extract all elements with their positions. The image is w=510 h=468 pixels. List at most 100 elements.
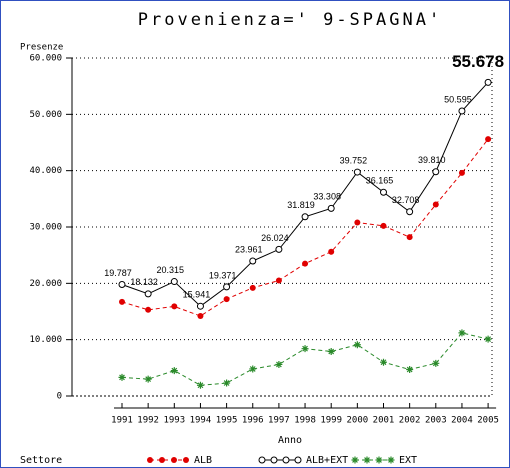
- data-label: 15.941: [183, 290, 211, 300]
- point: [380, 188, 387, 196]
- point: [301, 213, 309, 221]
- point: [354, 219, 361, 226]
- data-label: 55.678: [452, 52, 504, 71]
- point: [458, 107, 466, 115]
- data-label: 19.787: [104, 268, 132, 278]
- legend-marker: [363, 456, 371, 464]
- x-tick-label: 1997: [268, 416, 290, 426]
- point: [144, 290, 152, 298]
- y-tick-label: 60.000: [29, 54, 62, 64]
- x-tick-label: 1994: [190, 416, 212, 426]
- legend-label: ALB+EXT: [306, 455, 348, 466]
- point: [118, 373, 126, 381]
- y-tick-label: 30.000: [29, 223, 62, 233]
- point: [275, 277, 282, 284]
- legend-marker: [147, 457, 153, 463]
- point: [432, 201, 439, 208]
- point: [380, 358, 387, 366]
- x-tick-label: 1996: [242, 416, 264, 426]
- legend-marker: [294, 456, 302, 464]
- legend-marker: [387, 456, 395, 464]
- point: [119, 298, 125, 305]
- legend-marker: [351, 456, 359, 464]
- point: [196, 302, 204, 310]
- y-axis-label: Presenze: [20, 43, 63, 53]
- point: [145, 306, 152, 313]
- legend-marker: [282, 456, 290, 464]
- point: [249, 284, 256, 291]
- point: [485, 136, 492, 143]
- x-tick-label: 1995: [216, 416, 238, 426]
- point: [170, 278, 178, 286]
- point: [197, 313, 204, 320]
- data-label: 23.961: [235, 244, 263, 254]
- x-tick-label: 1993: [163, 416, 185, 426]
- legend-title: Settore: [20, 455, 62, 466]
- point: [302, 260, 309, 267]
- y-tick-label: 10.000: [29, 335, 62, 345]
- point: [327, 347, 335, 355]
- legend-label: EXT: [399, 455, 417, 466]
- point: [353, 168, 361, 176]
- data-label: 19.371: [209, 270, 237, 280]
- plot-border: [71, 57, 493, 397]
- point: [144, 375, 152, 383]
- y-tick-label: 40.000: [29, 166, 62, 176]
- legend-marker: [375, 456, 383, 464]
- point: [223, 283, 231, 291]
- data-label: 26.024: [261, 233, 289, 243]
- y-tick-label: 0: [57, 392, 62, 402]
- data-label: 32.708: [392, 195, 420, 205]
- x-axis-label: Anno: [278, 435, 302, 446]
- chart-title: Provenienza=' 9-SPAGNA': [138, 10, 442, 30]
- data-label: 39.752: [340, 155, 368, 165]
- point: [249, 257, 257, 265]
- point: [171, 303, 178, 310]
- point: [406, 208, 414, 216]
- data-label: 31.819: [287, 200, 315, 210]
- x-tick-label: 2001: [373, 416, 395, 426]
- point: [458, 169, 465, 176]
- x-tick-label: 1991: [111, 416, 133, 426]
- point: [301, 345, 309, 353]
- point: [196, 381, 204, 389]
- point: [406, 366, 414, 374]
- legend-marker: [171, 457, 177, 463]
- point: [432, 168, 440, 176]
- point: [353, 341, 361, 349]
- point: [275, 245, 283, 253]
- x-tick-label: 2004: [451, 416, 473, 426]
- data-label: 33.308: [313, 192, 341, 202]
- y-tick-label: 50.000: [29, 110, 62, 120]
- legend-marker: [183, 457, 189, 463]
- point: [406, 234, 413, 241]
- x-tick-label: 2005: [477, 416, 499, 426]
- point: [223, 296, 230, 303]
- data-label: 20.315: [157, 265, 185, 275]
- x-tick-label: 1999: [320, 416, 342, 426]
- point: [328, 248, 335, 255]
- x-tick-label: 2003: [425, 416, 447, 426]
- x-tick-label: 1992: [137, 416, 159, 426]
- data-label: 50.595: [444, 94, 472, 104]
- x-tick-label: 1998: [294, 416, 316, 426]
- x-tick-label: 2002: [399, 416, 421, 426]
- point: [170, 367, 178, 375]
- point: [484, 335, 492, 343]
- data-label: 36.165: [366, 176, 394, 186]
- x-tick-label: 2000: [347, 416, 369, 426]
- point: [327, 204, 335, 212]
- legend-marker: [270, 456, 278, 464]
- point: [432, 359, 440, 367]
- point: [275, 360, 283, 368]
- series-line: [121, 138, 489, 317]
- legend-marker: [159, 457, 165, 463]
- point: [118, 281, 126, 289]
- series-line: [121, 332, 489, 386]
- y-tick-label: 20.000: [29, 279, 62, 289]
- point: [380, 222, 387, 229]
- data-label: 18.132: [130, 277, 158, 287]
- point: [249, 365, 257, 373]
